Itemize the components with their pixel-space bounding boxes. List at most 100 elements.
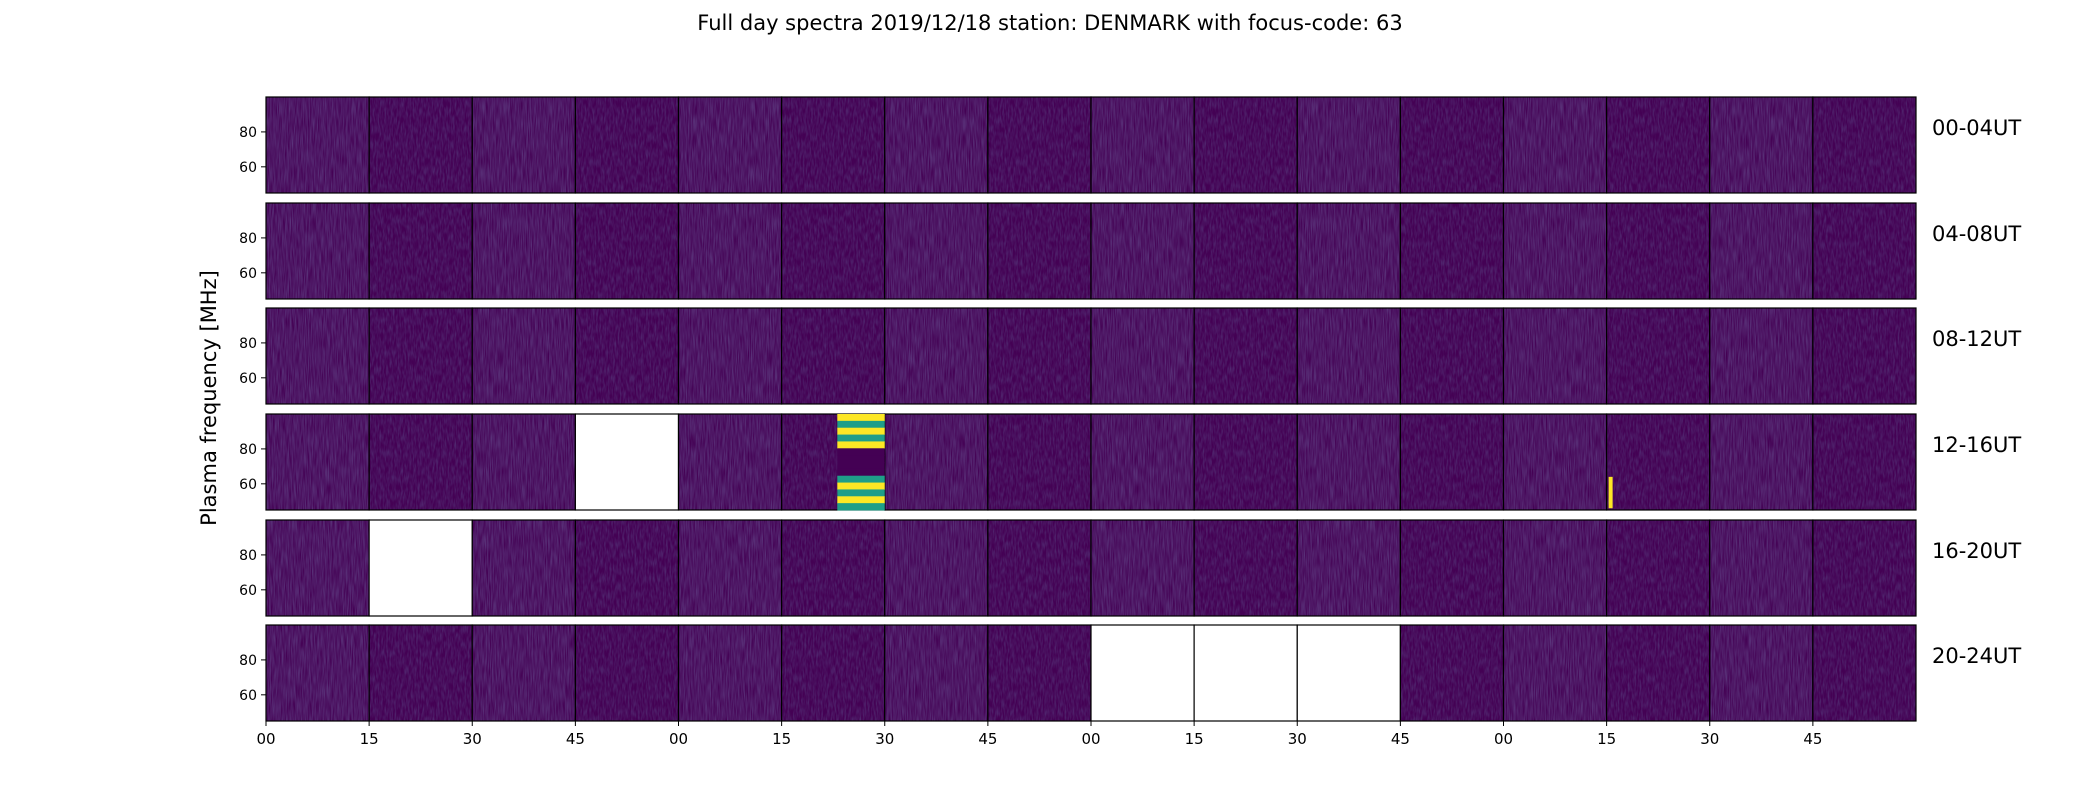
spectrum-noise [1091,203,1195,299]
event-band [837,427,885,436]
spectrum-noise [884,97,988,193]
event-band [837,503,885,511]
spectrum-noise [266,203,370,299]
spectrum-noise [266,625,370,721]
spectrum-noise [781,203,885,299]
spectrum-noise [1194,308,1298,404]
row-label: 20-24UT [1932,644,2021,668]
spectrum-noise [1400,97,1504,193]
spectrum-noise [884,520,988,616]
spectrum-noise [1606,308,1710,404]
spectrum-noise [987,308,1091,404]
row-label: 08-12UT [1932,327,2021,351]
y-tick-label: 80 [239,231,257,247]
spectrum-noise [1194,414,1298,510]
spectrum-noise [1194,520,1298,616]
chart-title: Full day spectra 2019/12/18 station: DEN… [697,11,1402,35]
panel-frame [1812,307,1917,405]
missing-panel [575,414,679,510]
spectrum-noise [472,625,576,721]
spectrum-noise [575,97,679,193]
spectrum-noise [781,625,885,721]
spectrum-noise [1091,97,1195,193]
spectrum-noise [1297,414,1401,510]
spectrum-noise [1297,97,1401,193]
spectrum-noise [1400,625,1504,721]
y-tick-label: 60 [239,477,257,493]
spectrum-noise [781,97,885,193]
spectrum-noise [1606,625,1710,721]
x-tick-label: 45 [978,730,997,748]
spectrum-noise [1812,520,1916,616]
event-band [837,496,885,504]
spectrum-noise [369,625,473,721]
event-band [837,434,885,442]
spectrum-noise [1503,625,1607,721]
spectrum-noise [1400,520,1504,616]
event-band [837,455,885,463]
spectrum-noise [472,308,576,404]
spectrum-noise [1400,414,1504,510]
x-tick-label: 45 [1391,730,1410,748]
spectrum-noise [1606,520,1710,616]
spectrum-noise [1091,520,1195,616]
x-tick-label: 15 [772,730,791,748]
spectrum-noise [884,414,988,510]
spectrum-noise [987,203,1091,299]
y-axis-label: Plasma frequency [MHz] [197,270,221,526]
x-tick-label: 00 [1494,730,1513,748]
bright-event [837,414,885,511]
y-tick-label: 80 [239,548,257,564]
spectrum-noise [472,520,576,616]
spectrum-noise [575,308,679,404]
x-tick-label: 15 [360,730,379,748]
spectrum-noise [1297,520,1401,616]
row-label: 12-16UT [1932,433,2021,457]
x-tick-label: 45 [566,730,585,748]
spectrum-noise [678,308,782,404]
spectrum-noise [1606,203,1710,299]
event-band [837,468,885,477]
spectrum-noise [884,203,988,299]
spectrum-noise [1503,97,1607,193]
spectrum-noise [1812,308,1916,404]
x-tick-label: 30 [875,730,894,748]
spectrum-noise [1400,308,1504,404]
x-axis: 00 15 30 45 00 15 30 45 00 15 30 45 00 15 30 45 [256,721,1822,748]
spectrum-noise [1709,203,1813,299]
event-band [837,462,885,470]
spectrum-noise [678,625,782,721]
spectrum-noise [266,520,370,616]
spectrum-noise [884,625,988,721]
y-tick-label: 60 [239,583,257,599]
spectrum-noise [369,203,473,299]
spectrum-noise [781,520,885,616]
spectrum-noise [472,414,576,510]
spectrum-noise [1503,520,1607,616]
spectrum-noise [781,308,885,404]
y-tick-label: 60 [239,371,257,387]
row-label: 00-04UT [1932,116,2021,140]
y-tick-label: 80 [239,653,257,669]
x-tick-label: 30 [463,730,482,748]
spectrum-noise [678,203,782,299]
y-tick-label: 60 [239,688,257,704]
spectrum-noise [1503,203,1607,299]
spectrum-noise [1194,203,1298,299]
x-tick-label: 15 [1597,730,1616,748]
spectrum-noise [1091,414,1195,510]
panel-frame [1812,413,1917,511]
spectrum-noise [987,625,1091,721]
spectrum-noise [678,520,782,616]
event-band [837,475,885,484]
y-tick-label: 80 [239,336,257,352]
spectrum-noise [1709,625,1813,721]
spectrum-noise [1709,414,1813,510]
spectrum-noise [575,625,679,721]
spectrum-noise [1812,97,1916,193]
spectra-panels: 60 80 00-04UT 60 80 04-08UT 60 80 08-12UT 60 80 12-… [239,96,2021,722]
spectrum-noise [1606,414,1710,510]
spectrum-noise [575,203,679,299]
missing-panel [369,520,473,616]
